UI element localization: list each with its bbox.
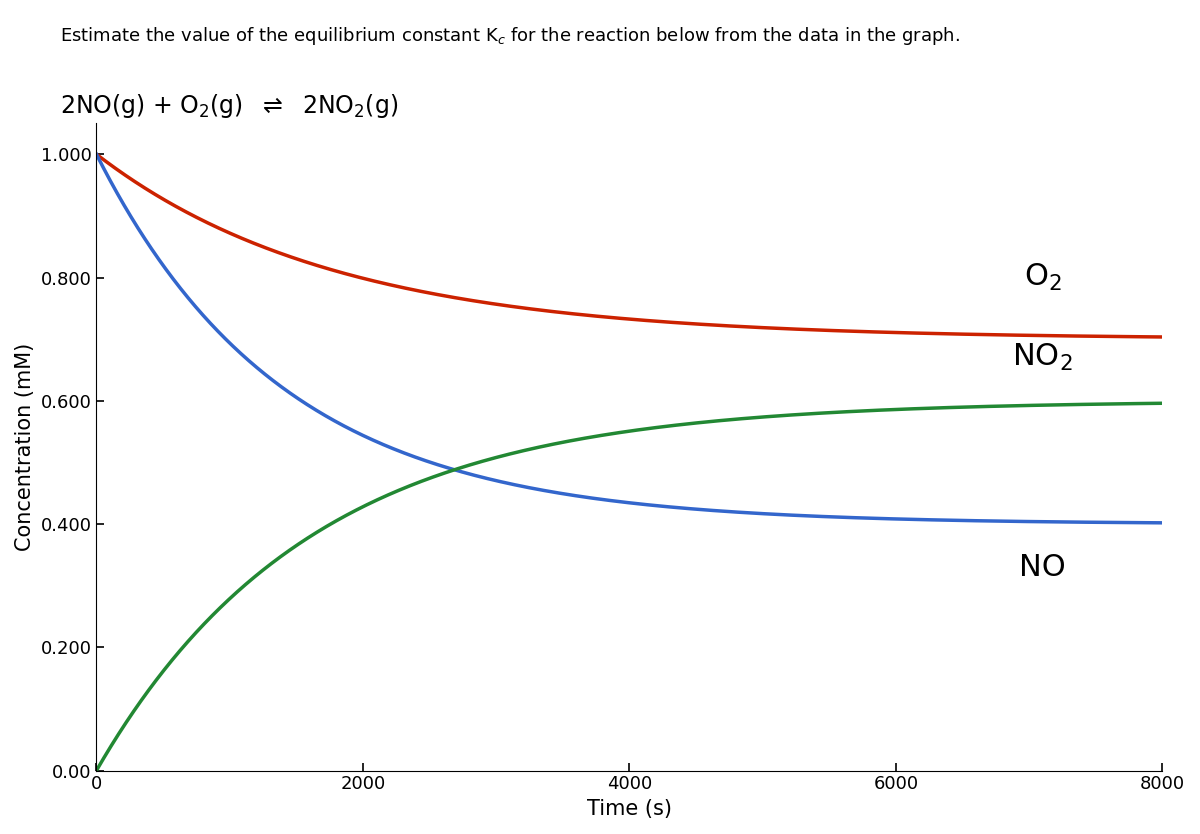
- Text: 2NO(g) + O$_2$(g)  $\rightleftharpoons$  2NO$_2$(g): 2NO(g) + O$_2$(g) $\rightleftharpoons$ 2…: [60, 92, 398, 120]
- Text: NO: NO: [1019, 553, 1066, 581]
- Text: O$_2$: O$_2$: [1024, 262, 1062, 293]
- Y-axis label: Concentration (mM): Concentration (mM): [14, 343, 35, 551]
- Text: NO$_2$: NO$_2$: [1013, 342, 1073, 373]
- X-axis label: Time (s): Time (s): [587, 799, 672, 819]
- Text: Estimate the value of the equilibrium constant K$_c$ for the reaction below from: Estimate the value of the equilibrium co…: [60, 25, 960, 47]
